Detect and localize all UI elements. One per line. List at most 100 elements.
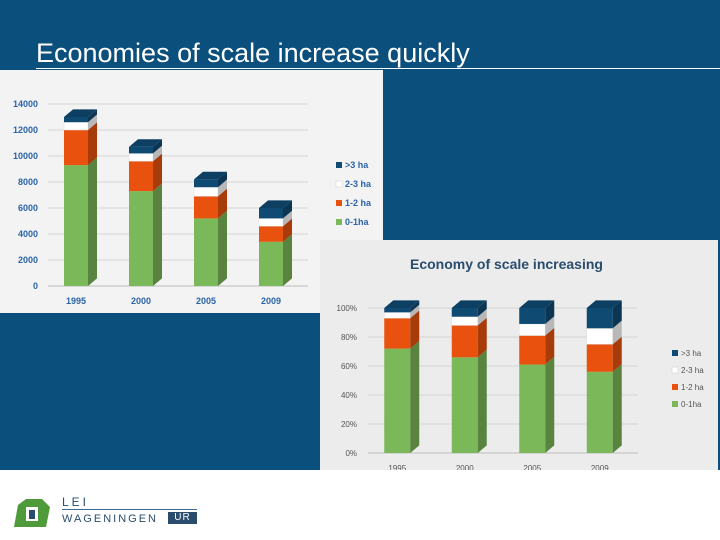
bar-segment->3 ha bbox=[129, 146, 153, 154]
legend-label: 2-3 ha bbox=[681, 366, 704, 375]
legend-label: 1-2 ha bbox=[681, 383, 704, 392]
legend-swatch bbox=[336, 200, 342, 206]
chart-absolute-counts: 0 2000 4000 6000 8000 10000 12000 14000 1995 2000… bbox=[0, 70, 383, 313]
bar-side-1-2 ha bbox=[612, 336, 622, 372]
logo-divider bbox=[62, 509, 197, 510]
y-tick-label: 60% bbox=[341, 362, 357, 371]
bar-segment-1-2 ha bbox=[384, 318, 411, 349]
y-tick-label: 4000 bbox=[18, 229, 38, 239]
bar-segment->3 ha bbox=[384, 308, 411, 313]
legend-swatch bbox=[672, 401, 678, 407]
bar-side-2-3 ha bbox=[477, 309, 487, 326]
y-tick-label: 12000 bbox=[13, 125, 38, 135]
legend-label: >3 ha bbox=[345, 160, 369, 170]
bar-side->3 ha bbox=[612, 300, 622, 329]
y-tick-label: 14000 bbox=[13, 99, 38, 109]
bar-side->3 ha bbox=[283, 200, 292, 219]
bar-side-1-2 ha bbox=[153, 153, 162, 192]
bar-side-1-2 ha bbox=[88, 122, 97, 166]
bar-side-0-1ha bbox=[612, 364, 622, 453]
y-tick-label: 20% bbox=[341, 420, 357, 429]
bar-side-0-1ha bbox=[545, 356, 555, 453]
x-tick-label: 2000 bbox=[456, 464, 474, 473]
bar-side-0-1ha bbox=[153, 183, 162, 286]
bar-segment-0-1ha bbox=[519, 364, 546, 453]
bar-segment->3 ha bbox=[451, 308, 478, 317]
bar-side-2-3 ha bbox=[612, 320, 622, 345]
title-divider bbox=[36, 68, 720, 69]
bar-segment->3 ha bbox=[519, 308, 546, 324]
legend-label: >3 ha bbox=[681, 349, 702, 358]
legend-label: 0-1ha bbox=[681, 400, 702, 409]
bar-side-2-3 ha bbox=[283, 210, 292, 227]
y-tick-label: 100% bbox=[337, 304, 357, 313]
lei-logo-icon bbox=[14, 499, 50, 527]
slide-title: Economies of scale increase quickly bbox=[36, 38, 470, 68]
bar-top bbox=[194, 171, 227, 180]
bar-top bbox=[586, 300, 622, 308]
legend-label: 1-2 ha bbox=[345, 198, 372, 208]
legend-swatch bbox=[671, 366, 679, 374]
footer bbox=[0, 470, 720, 540]
bar-segment-2-3 ha bbox=[258, 218, 284, 227]
bar-segment-1-2 ha bbox=[586, 344, 613, 372]
bar-side-1-2 ha bbox=[283, 218, 292, 242]
bar-segment-0-1ha bbox=[129, 191, 153, 286]
legend-swatch bbox=[336, 162, 342, 168]
bar-side-1-2 ha bbox=[410, 310, 420, 349]
bar-segment-1-2 ha bbox=[129, 161, 153, 192]
bar-segment-2-3 ha bbox=[63, 121, 89, 131]
bar-segment-0-1ha bbox=[194, 218, 218, 286]
legend-swatch bbox=[672, 350, 678, 356]
bar-segment-0-1ha bbox=[64, 165, 88, 286]
y-tick-label: 10000 bbox=[13, 151, 38, 161]
bar-side-0-1ha bbox=[218, 210, 227, 286]
legend-swatch bbox=[672, 384, 678, 390]
bar-segment-0-1ha bbox=[586, 371, 613, 453]
x-tick-label: 1995 bbox=[388, 464, 406, 473]
bar-side-0-1ha bbox=[88, 157, 97, 286]
bar-top bbox=[64, 109, 97, 117]
y-tick-label: 40% bbox=[341, 391, 357, 400]
legend-swatch bbox=[336, 219, 342, 225]
bar-side-2-3 ha bbox=[153, 145, 162, 162]
bar-top bbox=[129, 139, 162, 147]
bar-side->3 ha bbox=[153, 139, 162, 154]
bar-segment-1-2 ha bbox=[259, 226, 283, 242]
bar-side->3 ha bbox=[218, 171, 227, 188]
bar-segment-2-3 ha bbox=[193, 186, 219, 197]
legend-label: 2-3 ha bbox=[345, 179, 372, 189]
bar-segment-2-3 ha bbox=[451, 316, 478, 326]
bar-segment->3 ha bbox=[259, 208, 283, 219]
bar-segment-2-3 ha bbox=[128, 153, 154, 162]
y-tick-label: 2000 bbox=[18, 255, 38, 265]
x-tick-label: 1995 bbox=[66, 296, 86, 306]
x-tick-label: 2009 bbox=[591, 464, 609, 473]
bar-top bbox=[519, 300, 555, 308]
chart-percentage-share: Economy of scale increasing 0% 20% 40% 60% 80… bbox=[320, 240, 718, 480]
bar-side-2-3 ha bbox=[218, 179, 227, 197]
x-tick-label: 2009 bbox=[261, 296, 281, 306]
bar-segment-2-3 ha bbox=[519, 323, 546, 336]
x-tick-label: 2005 bbox=[523, 464, 541, 473]
bar-side-0-1ha bbox=[410, 340, 420, 453]
bar-segment-2-3 ha bbox=[384, 312, 411, 319]
bar-segment-1-2 ha bbox=[194, 196, 218, 219]
chart-percentage-svg: Economy of scale increasing 0% 20% 40% 60% 80… bbox=[337, 256, 705, 473]
bar-segment-1-2 ha bbox=[64, 130, 88, 166]
legend-swatch bbox=[335, 180, 343, 188]
logo-wageningen-text: WAGENINGEN bbox=[62, 513, 158, 525]
bar-segment->3 ha bbox=[586, 308, 613, 329]
bar-side->3 ha bbox=[410, 300, 420, 313]
bar-side-1-2 ha bbox=[545, 327, 555, 365]
bar-side-2-3 ha bbox=[88, 114, 97, 130]
logo-ur-badge: UR bbox=[168, 512, 197, 524]
bar-side-2-3 ha bbox=[410, 304, 420, 319]
x-tick-label: 2000 bbox=[131, 296, 151, 306]
bar-side-1-2 ha bbox=[477, 317, 487, 358]
bar-segment->3 ha bbox=[64, 117, 88, 123]
y-tick-label: 6000 bbox=[18, 203, 38, 213]
bar-segment->3 ha bbox=[194, 179, 218, 188]
bar-top bbox=[384, 300, 420, 308]
bar-segment-1-2 ha bbox=[451, 325, 478, 358]
